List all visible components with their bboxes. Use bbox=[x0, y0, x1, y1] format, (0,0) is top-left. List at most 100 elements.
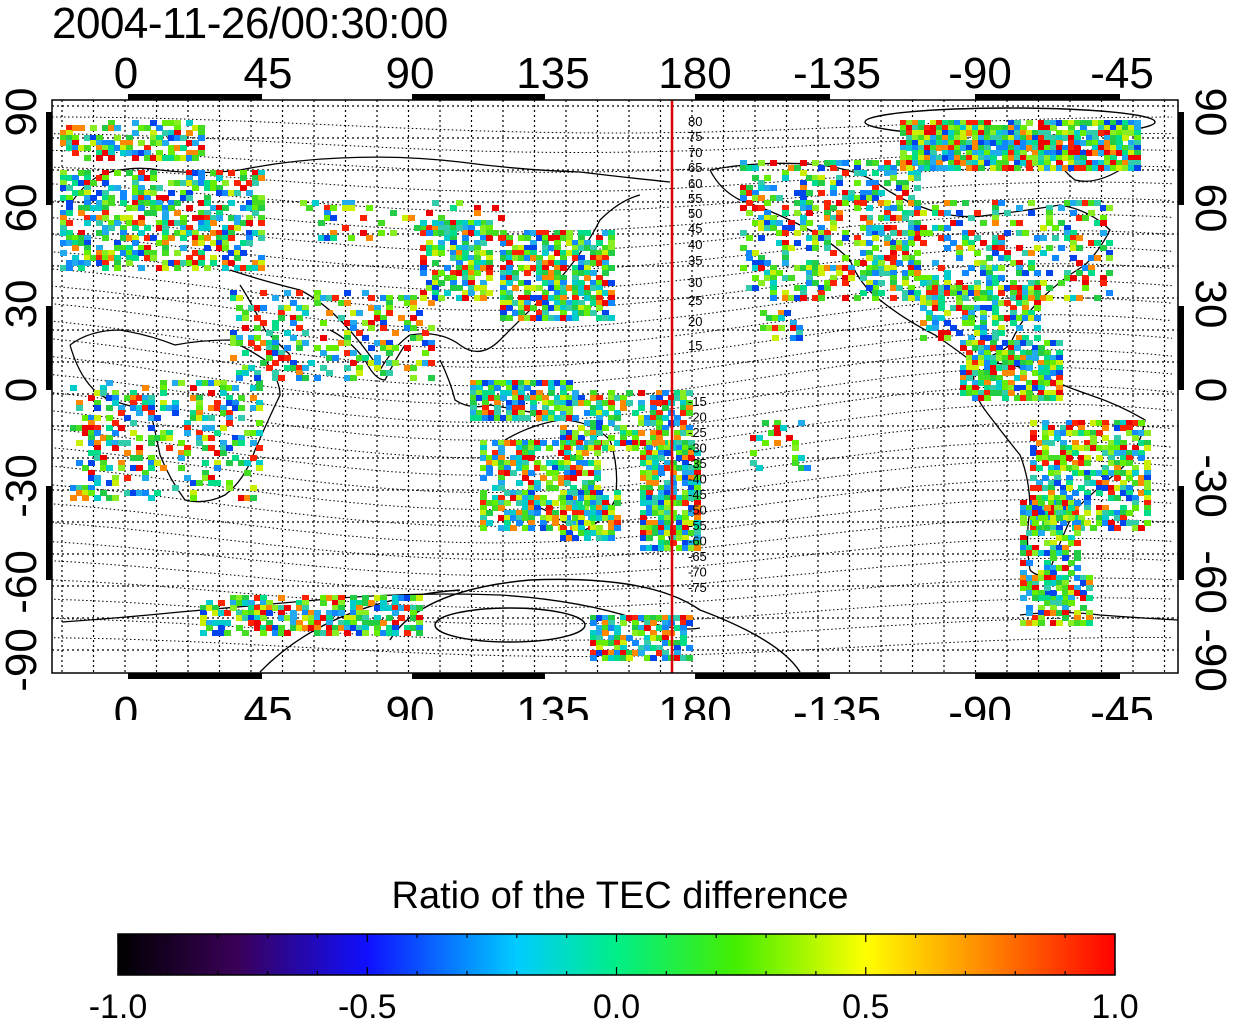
tec-cell bbox=[1084, 495, 1091, 501]
tec-cell bbox=[66, 265, 73, 271]
tec-cell bbox=[1030, 475, 1037, 481]
tec-cell bbox=[688, 490, 695, 496]
tec-cell bbox=[190, 495, 197, 501]
tec-cell bbox=[1044, 395, 1051, 401]
tec-cell bbox=[1028, 310, 1035, 316]
tec-cell bbox=[462, 255, 469, 261]
tec-cell bbox=[1128, 150, 1135, 156]
frame-tick-bar bbox=[412, 94, 545, 100]
tec-cell bbox=[186, 120, 193, 126]
tec-cell bbox=[602, 410, 609, 416]
tec-cell bbox=[1060, 520, 1067, 526]
tec-cell bbox=[794, 295, 801, 301]
tec-cell bbox=[518, 385, 525, 391]
tec-cell bbox=[60, 265, 67, 271]
tec-cell bbox=[1108, 455, 1115, 461]
tec-cell bbox=[662, 620, 669, 626]
tec-cell bbox=[608, 240, 615, 246]
tec-cell bbox=[174, 130, 181, 136]
tec-cell bbox=[764, 260, 771, 266]
tec-cell bbox=[582, 505, 589, 511]
tec-cell bbox=[1056, 525, 1063, 531]
tec-cell bbox=[132, 220, 139, 226]
tec-cell bbox=[1026, 530, 1033, 536]
tec-cell bbox=[148, 440, 155, 446]
tec-cell bbox=[596, 525, 603, 531]
tec-cell bbox=[1104, 130, 1111, 136]
tec-cell bbox=[168, 130, 175, 136]
tec-cell bbox=[596, 640, 603, 646]
tec-cell bbox=[78, 145, 85, 151]
tec-cell bbox=[130, 465, 137, 471]
tec-cell bbox=[172, 400, 179, 406]
tec-cell bbox=[546, 500, 553, 506]
tec-cell bbox=[872, 295, 879, 301]
tec-cell bbox=[554, 235, 561, 241]
tec-cell bbox=[138, 205, 145, 211]
tec-cell bbox=[542, 270, 549, 276]
tec-cell bbox=[560, 395, 567, 401]
tec-cell bbox=[664, 480, 671, 486]
tec-cell bbox=[960, 120, 967, 126]
tec-cell bbox=[528, 480, 535, 486]
tec-cell bbox=[480, 520, 487, 526]
tec-cell bbox=[646, 480, 653, 486]
tec-cell bbox=[954, 145, 961, 151]
tec-cell bbox=[926, 290, 933, 296]
tec-cell bbox=[578, 400, 585, 406]
tec-cell bbox=[1038, 135, 1045, 141]
tec-cell bbox=[944, 270, 951, 276]
tec-cell bbox=[142, 400, 149, 406]
tec-cell bbox=[972, 135, 979, 141]
tec-cell bbox=[450, 285, 457, 291]
tec-cell bbox=[214, 405, 221, 411]
tec-cell bbox=[290, 300, 297, 306]
tec-cell bbox=[614, 490, 621, 496]
tec-cell bbox=[1032, 135, 1039, 141]
tec-cell bbox=[890, 250, 897, 256]
tec-cell bbox=[986, 290, 993, 296]
tec-cell bbox=[812, 280, 819, 286]
tec-cell bbox=[196, 435, 203, 441]
tec-cell bbox=[966, 155, 973, 161]
tec-cell bbox=[584, 440, 591, 446]
tec-cell bbox=[1044, 565, 1051, 571]
tec-cell bbox=[776, 270, 783, 276]
tec-cell bbox=[1040, 295, 1047, 301]
tec-cell bbox=[932, 285, 939, 291]
tec-cell bbox=[468, 225, 475, 231]
tec-cell bbox=[740, 195, 747, 201]
tec-cell bbox=[126, 255, 133, 261]
tec-cell bbox=[156, 185, 163, 191]
tec-cell bbox=[1062, 535, 1069, 541]
tec-cell bbox=[94, 405, 101, 411]
tec-cell bbox=[518, 310, 525, 316]
tec-cell bbox=[404, 595, 411, 601]
tec-cell bbox=[652, 530, 659, 536]
tec-cell bbox=[536, 310, 543, 316]
tec-cell bbox=[106, 495, 113, 501]
tec-cell bbox=[658, 545, 665, 551]
tec-cell bbox=[938, 210, 945, 216]
tec-cell bbox=[250, 485, 257, 491]
tec-cell bbox=[1038, 590, 1045, 596]
tec-cell bbox=[750, 435, 757, 441]
tec-cell bbox=[72, 235, 79, 241]
tec-cell bbox=[1100, 220, 1107, 226]
tec-cell bbox=[1072, 505, 1079, 511]
tec-cell bbox=[962, 290, 969, 296]
tec-cell bbox=[226, 485, 233, 491]
tec-cell bbox=[688, 530, 695, 536]
contour-label: -60 bbox=[688, 534, 707, 549]
tec-cell bbox=[230, 595, 237, 601]
tec-cell bbox=[992, 280, 999, 286]
tec-cell bbox=[144, 150, 151, 156]
tec-cell bbox=[494, 415, 501, 421]
tec-cell bbox=[590, 620, 597, 626]
tec-cell bbox=[1032, 350, 1039, 356]
tec-cell bbox=[1096, 455, 1103, 461]
tec-cell bbox=[1090, 420, 1097, 426]
tec-cell bbox=[422, 350, 429, 356]
tec-cell bbox=[60, 250, 67, 256]
tec-cell bbox=[758, 195, 765, 201]
